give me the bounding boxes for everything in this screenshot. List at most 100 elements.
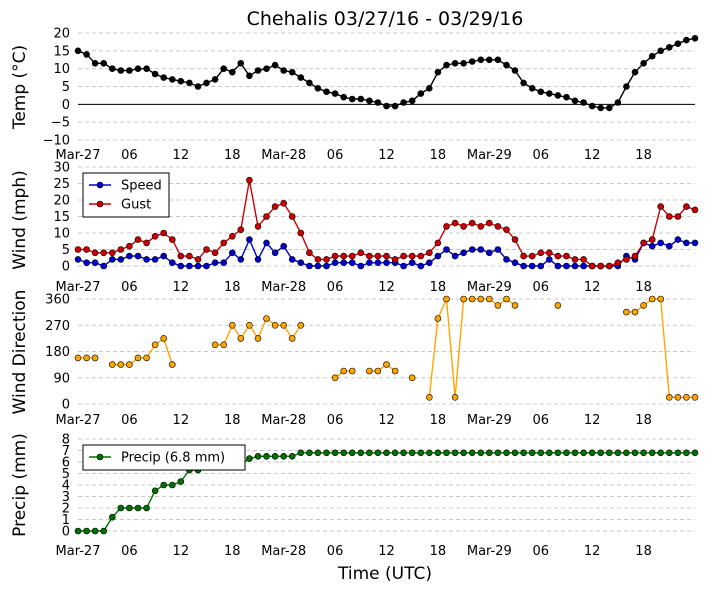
data-point xyxy=(451,252,459,260)
data-point xyxy=(640,302,647,309)
x-tick-label: 18 xyxy=(224,544,241,559)
data-point xyxy=(220,259,227,267)
data-point xyxy=(554,449,562,457)
data-point xyxy=(186,79,193,87)
y-tick-label: 0 xyxy=(62,398,70,413)
data-point xyxy=(117,361,125,368)
data-point xyxy=(109,65,116,72)
data-point xyxy=(391,367,399,375)
x-tick-label: 06 xyxy=(121,280,138,295)
data-point xyxy=(366,367,373,375)
data-point xyxy=(246,72,253,80)
data-point xyxy=(160,335,167,342)
data-point xyxy=(109,249,116,257)
x-tick-label: 12 xyxy=(378,544,395,559)
data-point xyxy=(151,487,159,495)
legend-label: Speed xyxy=(121,179,162,194)
data-point xyxy=(451,219,459,227)
x-tick-label: 12 xyxy=(378,280,395,295)
data-point xyxy=(263,452,270,460)
data-point xyxy=(323,88,330,96)
data-point xyxy=(280,452,288,460)
data-point xyxy=(400,262,407,270)
data-point xyxy=(117,256,125,263)
legend-box xyxy=(82,172,170,218)
data-point xyxy=(417,449,425,457)
data-point xyxy=(563,449,570,457)
x-tick-label: Mar-28 xyxy=(261,148,306,163)
y-tick-label: 360 xyxy=(45,293,70,308)
data-point xyxy=(494,246,502,253)
data-point xyxy=(340,367,348,375)
data-point xyxy=(631,68,639,76)
data-point xyxy=(520,449,527,457)
data-point xyxy=(400,252,407,260)
data-point xyxy=(220,239,227,247)
data-point xyxy=(520,252,527,260)
series-line xyxy=(369,363,396,372)
data-point xyxy=(160,252,167,260)
data-point xyxy=(571,97,579,105)
data-point xyxy=(503,61,510,69)
x-tick-label: Mar-27 xyxy=(56,280,101,295)
data-point xyxy=(143,256,150,263)
data-point xyxy=(571,449,579,457)
data-point xyxy=(477,246,485,253)
data-point xyxy=(323,449,330,457)
data-point xyxy=(169,76,176,83)
x-tick-label: 06 xyxy=(532,413,549,428)
data-point xyxy=(203,79,210,87)
data-point xyxy=(323,262,330,270)
data-point xyxy=(391,102,399,110)
data-point xyxy=(545,90,553,97)
data-point xyxy=(143,239,150,247)
data-point xyxy=(537,88,545,96)
data-point xyxy=(246,321,253,329)
data-point xyxy=(74,527,82,535)
x-tick-label: 18 xyxy=(430,280,447,295)
data-point xyxy=(229,321,236,329)
x-axis-label: Time (UTC) xyxy=(337,564,432,584)
data-point xyxy=(83,527,90,535)
y-tick-label: 7 xyxy=(62,444,70,459)
y-tick-label: 20 xyxy=(53,27,70,42)
y-tick-label: 5 xyxy=(62,243,70,258)
data-point xyxy=(605,104,613,112)
data-point xyxy=(554,262,562,270)
data-point xyxy=(366,252,373,260)
y-axis-label: Wind Direction xyxy=(10,290,30,415)
data-point xyxy=(460,59,467,67)
y-tick-label: 30 xyxy=(53,161,70,176)
data-point xyxy=(331,259,339,267)
data-point xyxy=(674,213,682,220)
data-point xyxy=(348,252,356,260)
data-point xyxy=(280,200,288,207)
data-point xyxy=(280,321,288,329)
data-point xyxy=(623,449,630,457)
data-point xyxy=(194,83,202,90)
data-point xyxy=(91,354,99,362)
data-point xyxy=(383,361,390,368)
data-point xyxy=(340,449,348,457)
data-point xyxy=(331,252,339,260)
data-point xyxy=(314,262,322,270)
data-point xyxy=(177,77,185,85)
data-point xyxy=(288,452,296,460)
data-point xyxy=(443,449,450,457)
data-point xyxy=(100,59,107,67)
data-point xyxy=(468,246,476,253)
data-point xyxy=(657,295,665,303)
data-point xyxy=(691,34,699,42)
data-point xyxy=(674,40,682,48)
y-axis-label: Temp (°C) xyxy=(10,45,30,130)
x-tick-label: Mar-29 xyxy=(467,148,512,163)
x-tick-label: 06 xyxy=(327,280,344,295)
data-point xyxy=(674,393,682,401)
data-point xyxy=(665,393,673,401)
data-point xyxy=(434,252,442,260)
data-point xyxy=(425,393,433,401)
data-point xyxy=(117,246,125,253)
data-point xyxy=(537,449,545,457)
data-point xyxy=(494,56,502,64)
data-point xyxy=(563,252,570,260)
